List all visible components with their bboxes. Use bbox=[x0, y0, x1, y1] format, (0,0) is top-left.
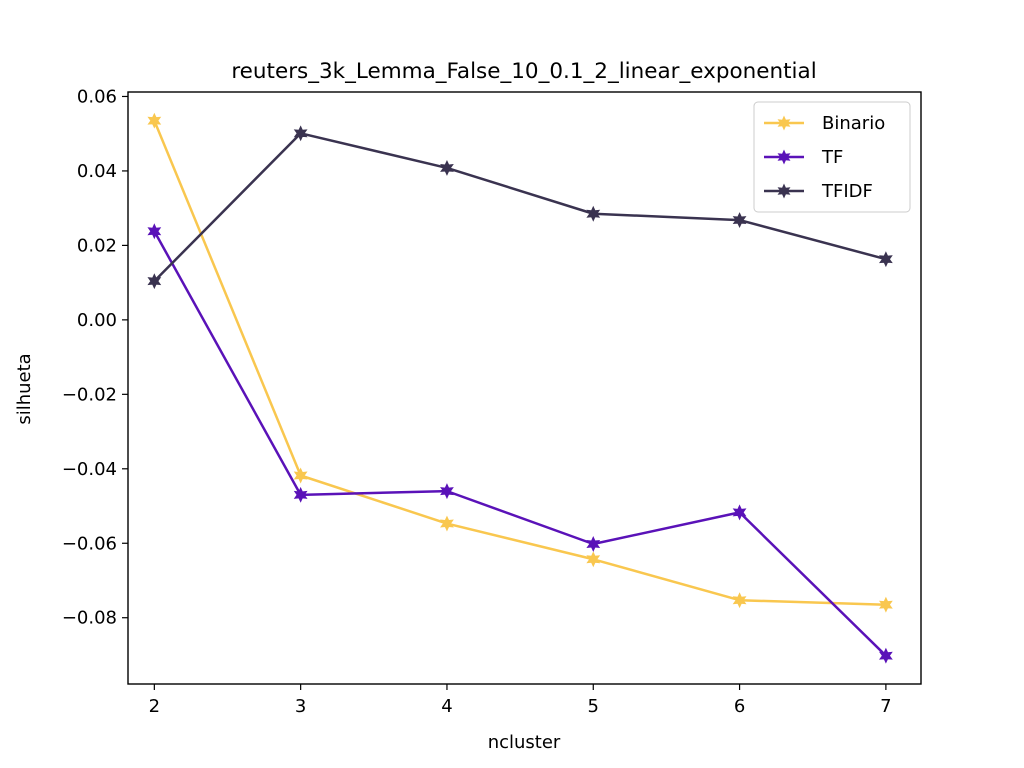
y-tick-label: 0.02 bbox=[77, 235, 117, 256]
legend-label-tfidf: TFIDF bbox=[821, 181, 873, 202]
data-point-binario bbox=[147, 112, 162, 129]
data-point-tfidf bbox=[147, 273, 162, 290]
y-tick-label: 0.00 bbox=[77, 310, 117, 331]
legend-box bbox=[753, 101, 911, 213]
y-tick-label: 0.04 bbox=[77, 161, 117, 182]
x-tick-label: 7 bbox=[880, 696, 891, 717]
data-point-tfidf bbox=[586, 205, 601, 222]
series-line-tfidf bbox=[153, 132, 887, 283]
legend: Binario TF TFIDF bbox=[753, 101, 911, 213]
data-point-tf bbox=[440, 483, 454, 500]
y-tick-label: −0.04 bbox=[62, 459, 117, 480]
legend-label-tf: TF bbox=[821, 147, 843, 168]
data-point-binario bbox=[293, 467, 308, 484]
data-point-binario bbox=[586, 551, 601, 568]
data-point-tfidf bbox=[440, 159, 454, 176]
legend-marker-tf bbox=[777, 149, 791, 165]
data-point-tf bbox=[586, 536, 601, 552]
y-axis-ticks: −0.08 −0.06 −0.04 −0.02 0.00 0.02 0.04 0.06 bbox=[62, 86, 128, 629]
data-point-tf bbox=[293, 486, 308, 503]
series-line-tf bbox=[153, 230, 887, 657]
legend-marker-binario bbox=[777, 115, 791, 131]
x-tick-label: 5 bbox=[588, 696, 599, 717]
plot-frame bbox=[127, 91, 922, 685]
y-tick-label: 0.06 bbox=[77, 86, 117, 107]
legend-marker-tfidf bbox=[777, 183, 791, 199]
data-point-tf bbox=[147, 223, 162, 240]
series-layer bbox=[147, 112, 893, 664]
x-axis-label: ncluster bbox=[488, 732, 561, 753]
data-point-tfidf bbox=[878, 251, 893, 268]
x-tick-label: 4 bbox=[441, 696, 452, 717]
x-axis-ticks: 2 3 4 5 6 7 bbox=[149, 684, 892, 717]
data-point-binario bbox=[440, 515, 454, 532]
y-tick-label: −0.02 bbox=[62, 384, 117, 405]
data-point-tfidf bbox=[293, 125, 308, 142]
x-tick-label: 6 bbox=[734, 696, 745, 717]
y-axis-label: silhueta bbox=[14, 353, 35, 424]
y-tick-label: −0.08 bbox=[62, 608, 117, 629]
chart-title: reuters_3k_Lemma_False_10_0.1_2_linear_e… bbox=[231, 59, 816, 84]
data-point-tfidf bbox=[732, 212, 747, 229]
data-point-binario bbox=[878, 596, 893, 613]
legend-label-binario: Binario bbox=[822, 113, 885, 134]
data-point-tf bbox=[878, 647, 893, 664]
series-line-binario bbox=[153, 120, 886, 606]
data-point-tf bbox=[732, 504, 747, 521]
x-tick-label: 2 bbox=[149, 696, 160, 717]
x-tick-label: 3 bbox=[295, 696, 306, 717]
y-tick-label: −0.06 bbox=[62, 533, 117, 554]
data-point-binario bbox=[732, 592, 747, 609]
